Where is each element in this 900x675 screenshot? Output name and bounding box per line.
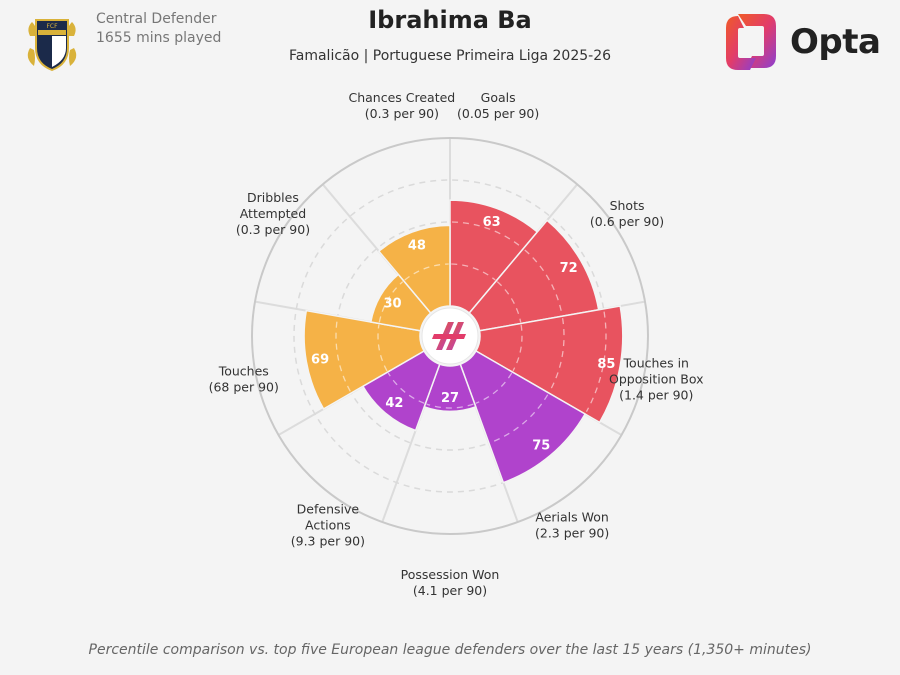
bar-gridline bbox=[512, 324, 523, 372]
metric-label: Possession Won (4.1 per 90) bbox=[401, 567, 500, 598]
metric-label: Touches (68 per 90) bbox=[209, 364, 279, 395]
metric-label: Dribbles Attempted (0.3 per 90) bbox=[236, 190, 310, 237]
minutes-played: 1655 mins played bbox=[96, 30, 222, 46]
value-label: 72 bbox=[560, 261, 578, 276]
metric-label: Chances Created (0.3 per 90) bbox=[348, 90, 455, 121]
radar-metric-labels: Goals (0.05 per 90) Shots (0.6 per 90) Touch… bbox=[209, 90, 704, 598]
radar-bars bbox=[303, 199, 624, 484]
metric-label: Touches in Opposition Box (1.4 per 90) bbox=[609, 356, 704, 403]
footnote: Percentile comparison vs. top five Europ… bbox=[88, 642, 812, 658]
bar-possession-won bbox=[423, 363, 477, 413]
metric-label: Goals (0.05 per 90) bbox=[457, 90, 539, 121]
bar-gridline bbox=[426, 403, 474, 409]
bar-aerials-won bbox=[459, 349, 587, 484]
brand-name: Opta bbox=[790, 22, 881, 62]
center-bar-icon bbox=[432, 334, 466, 339]
famalicao-crest-icon: FCF bbox=[27, 19, 77, 72]
opta-logo-icon bbox=[726, 14, 776, 70]
bar-shots bbox=[468, 219, 600, 332]
bar-chances-created bbox=[377, 224, 451, 315]
value-label: 30 bbox=[383, 296, 401, 311]
value-label: 75 bbox=[532, 438, 550, 453]
bar-gridline bbox=[524, 249, 563, 315]
page-title: Ibrahima Ba bbox=[368, 6, 532, 34]
outer-ring bbox=[251, 137, 649, 535]
player-info: Central Defender 1655 mins played bbox=[96, 10, 221, 48]
bar-gridline bbox=[549, 318, 565, 392]
bar-gridline bbox=[378, 281, 404, 323]
metric-label: Defensive Actions (9.3 per 90) bbox=[291, 501, 365, 548]
value-label: 42 bbox=[385, 396, 403, 411]
bar-gridline bbox=[404, 263, 449, 281]
page-subtitle: Famalicão | Portuguese Primeira Liga 202… bbox=[288, 48, 612, 64]
bar-gridline bbox=[475, 372, 513, 404]
radar-value-labels: 63 72 85 75 27 42 69 30 48 bbox=[311, 215, 615, 453]
bar-defensive-actions bbox=[361, 349, 441, 432]
bar-gridline bbox=[490, 394, 549, 444]
bar-goals bbox=[449, 199, 539, 315]
bar-gridline bbox=[387, 372, 425, 404]
value-label: 27 bbox=[441, 391, 459, 406]
metric-label: Aerials Won (2.3 per 90) bbox=[535, 509, 609, 540]
value-label: 63 bbox=[483, 215, 501, 230]
bar-gridline bbox=[496, 281, 522, 323]
metric-label: Shots (0.6 per 90) bbox=[590, 198, 664, 229]
value-label: 69 bbox=[311, 352, 329, 367]
value-label: 85 bbox=[597, 357, 615, 372]
bar-touches-in-opposition-box bbox=[474, 305, 624, 424]
center-logo bbox=[421, 307, 479, 365]
svg-text:FCF: FCF bbox=[46, 23, 58, 30]
bar-gridline bbox=[451, 221, 523, 248]
player-position: Central Defender bbox=[96, 11, 217, 27]
bar-gridline bbox=[335, 318, 351, 392]
bar-touches bbox=[303, 309, 426, 410]
bar-gridline bbox=[377, 324, 388, 372]
value-label: 48 bbox=[408, 239, 426, 254]
bar-dribbles-attempted bbox=[369, 273, 432, 332]
bar-gridline bbox=[451, 263, 496, 281]
bar-gridline bbox=[585, 311, 607, 412]
